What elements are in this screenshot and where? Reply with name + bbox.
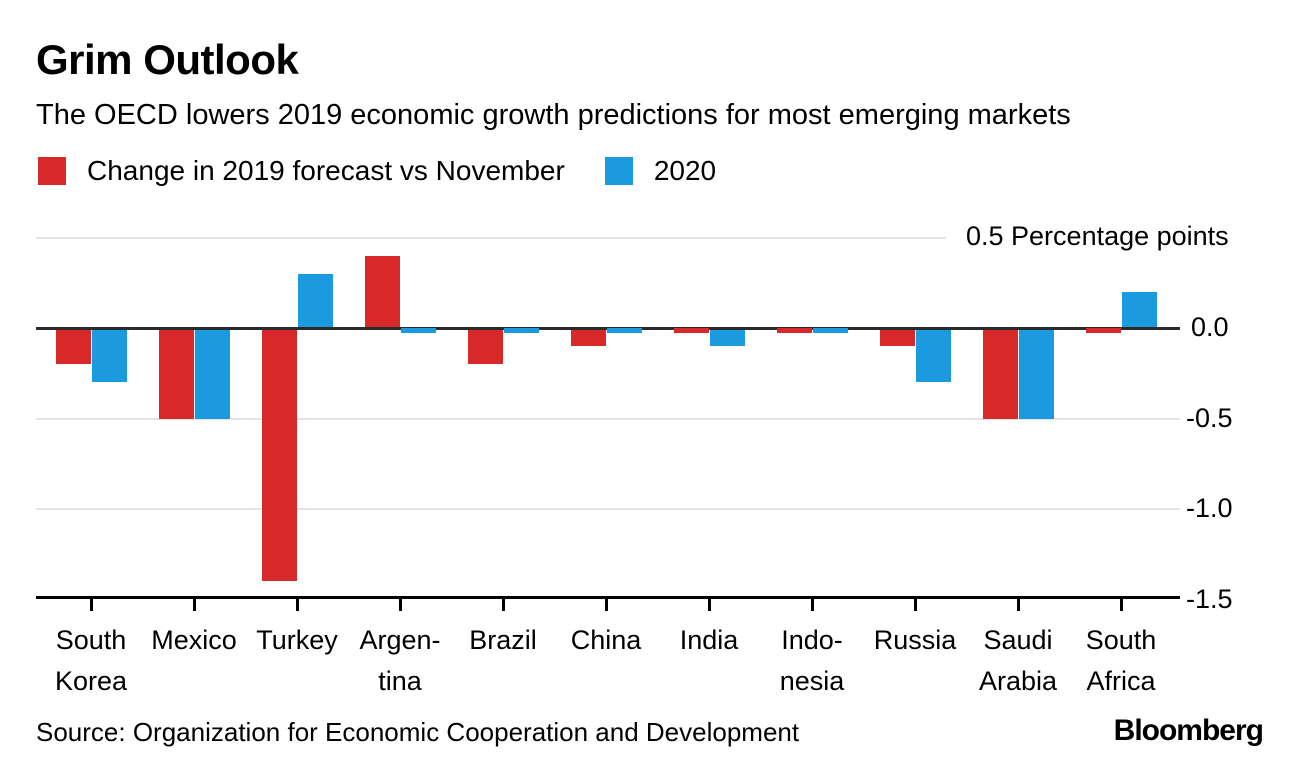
bar-2019-change-south-korea [55, 328, 91, 365]
bar-2020-brazil [503, 327, 539, 333]
bloomberg-logo: Bloomberg [1113, 714, 1264, 747]
category-label-line: Russia [873, 625, 957, 655]
bar-2020-turkey [297, 273, 333, 328]
y-axis-label--0.5: -0.5 [1186, 402, 1233, 433]
category-label-line: Arabia [978, 666, 1058, 696]
category-label-line: Africa [1086, 666, 1156, 696]
bar-2019-change-argentina [364, 255, 400, 328]
bar-2020-india [709, 328, 745, 347]
bar-2019-change-south-africa [1085, 327, 1121, 333]
category-label-turkey: Turkey [227, 620, 367, 661]
category-label-line: Saudi [983, 625, 1053, 655]
legend-label-2019-forecast: Change in 2019 forecast vs November [87, 155, 565, 186]
bar-2020-argentina [400, 327, 436, 333]
y-axis-label-0-5-percentage-points: 0.5 Percentage points [966, 220, 1229, 251]
bar-2020-indonesia [812, 327, 848, 333]
x-axis-bottom-line [36, 596, 1180, 599]
category-label-brazil: Brazil [433, 620, 573, 661]
bar-2020-china [606, 327, 642, 333]
chart-title: Grim Outlook [36, 36, 299, 83]
category-label-line: tina [378, 666, 422, 696]
bar-2019-change-turkey [261, 328, 297, 582]
x-axis-tick-saudi-arabia [1016, 599, 1020, 611]
y-axis-label-0-0: 0.0 [1191, 312, 1229, 342]
category-label-russia: Russia [845, 620, 985, 661]
gridline--1 [36, 508, 1180, 510]
bar-2020-mexico [194, 328, 230, 419]
category-label-line: Mexico [151, 625, 237, 655]
legend-item-2020: 2020 [604, 155, 717, 187]
x-axis-tick-south-africa [1119, 599, 1123, 611]
category-label-line: Korea [54, 666, 128, 696]
x-axis-tick-india [707, 599, 711, 611]
category-label-saudi-arabia: Saudi Arabia [948, 620, 1088, 702]
source-note: Source: Organization for Economic Cooper… [36, 717, 800, 747]
category-label-indonesia: Indo-nesia [742, 620, 882, 702]
bar-2019-change-brazil [467, 328, 503, 365]
category-label-south-africa: South Africa [1051, 620, 1191, 702]
category-label-line: South [1085, 625, 1157, 655]
x-axis-tick-indonesia [810, 599, 814, 611]
category-label-line: China [570, 625, 642, 655]
category-label-line: South [55, 625, 127, 655]
category-label-line: Brazil [469, 625, 537, 655]
x-axis-tick-turkey [295, 599, 299, 611]
bar-2020-russia [915, 328, 951, 383]
y-axis-label--1: -1.0 [1186, 493, 1233, 523]
bar-2019-change-china [570, 328, 606, 347]
bar-2019-change-mexico [158, 328, 194, 419]
x-axis-tick-mexico [192, 599, 196, 611]
category-label-line: Turkey [256, 625, 338, 655]
category-label-china: China [536, 620, 676, 661]
x-axis-tick-brazil [501, 599, 505, 611]
bar-2019-change-russia [879, 328, 915, 347]
bar-2020-south-korea [91, 328, 127, 383]
bar-2020-south-africa [1121, 291, 1157, 328]
legend-swatch-red-icon [38, 157, 66, 185]
legend-label-2020: 2020 [653, 155, 717, 186]
category-label-argentina: Argen-tina [330, 620, 470, 702]
bar-2020-saudi-arabia [1018, 328, 1054, 419]
category-label-mexico: Mexico [124, 620, 264, 661]
legend-item-2019-forecast: Change in 2019 forecast vs November [38, 155, 565, 187]
x-axis-tick-russia [913, 599, 917, 611]
category-label-south-korea: South Korea [21, 620, 161, 702]
x-axis-tick-south-korea [89, 599, 93, 611]
category-label-line: India [679, 625, 739, 655]
category-label-india: India [639, 620, 779, 661]
x-axis-tick-china [604, 599, 608, 611]
y-axis-label-minus-1-5: -1.5 [1186, 583, 1233, 614]
gridline-0-5 [36, 236, 946, 239]
x-axis-tick-argentina [398, 599, 402, 611]
legend: Change in 2019 forecast vs November 2020 [38, 155, 716, 187]
category-label-line: Argen- [359, 625, 441, 655]
category-label-line: nesia [779, 666, 845, 696]
gridline--0.5 [36, 417, 1180, 420]
bar-2019-change-saudi-arabia [982, 328, 1018, 419]
bar-2019-change-india [673, 327, 709, 333]
legend-swatch-blue-icon [604, 157, 633, 185]
category-label-line: Indo- [781, 625, 843, 655]
bar-2019-change-indonesia [776, 327, 812, 333]
chart-subtitle: The OECD lowers 2019 economic growth pre… [36, 99, 1071, 131]
